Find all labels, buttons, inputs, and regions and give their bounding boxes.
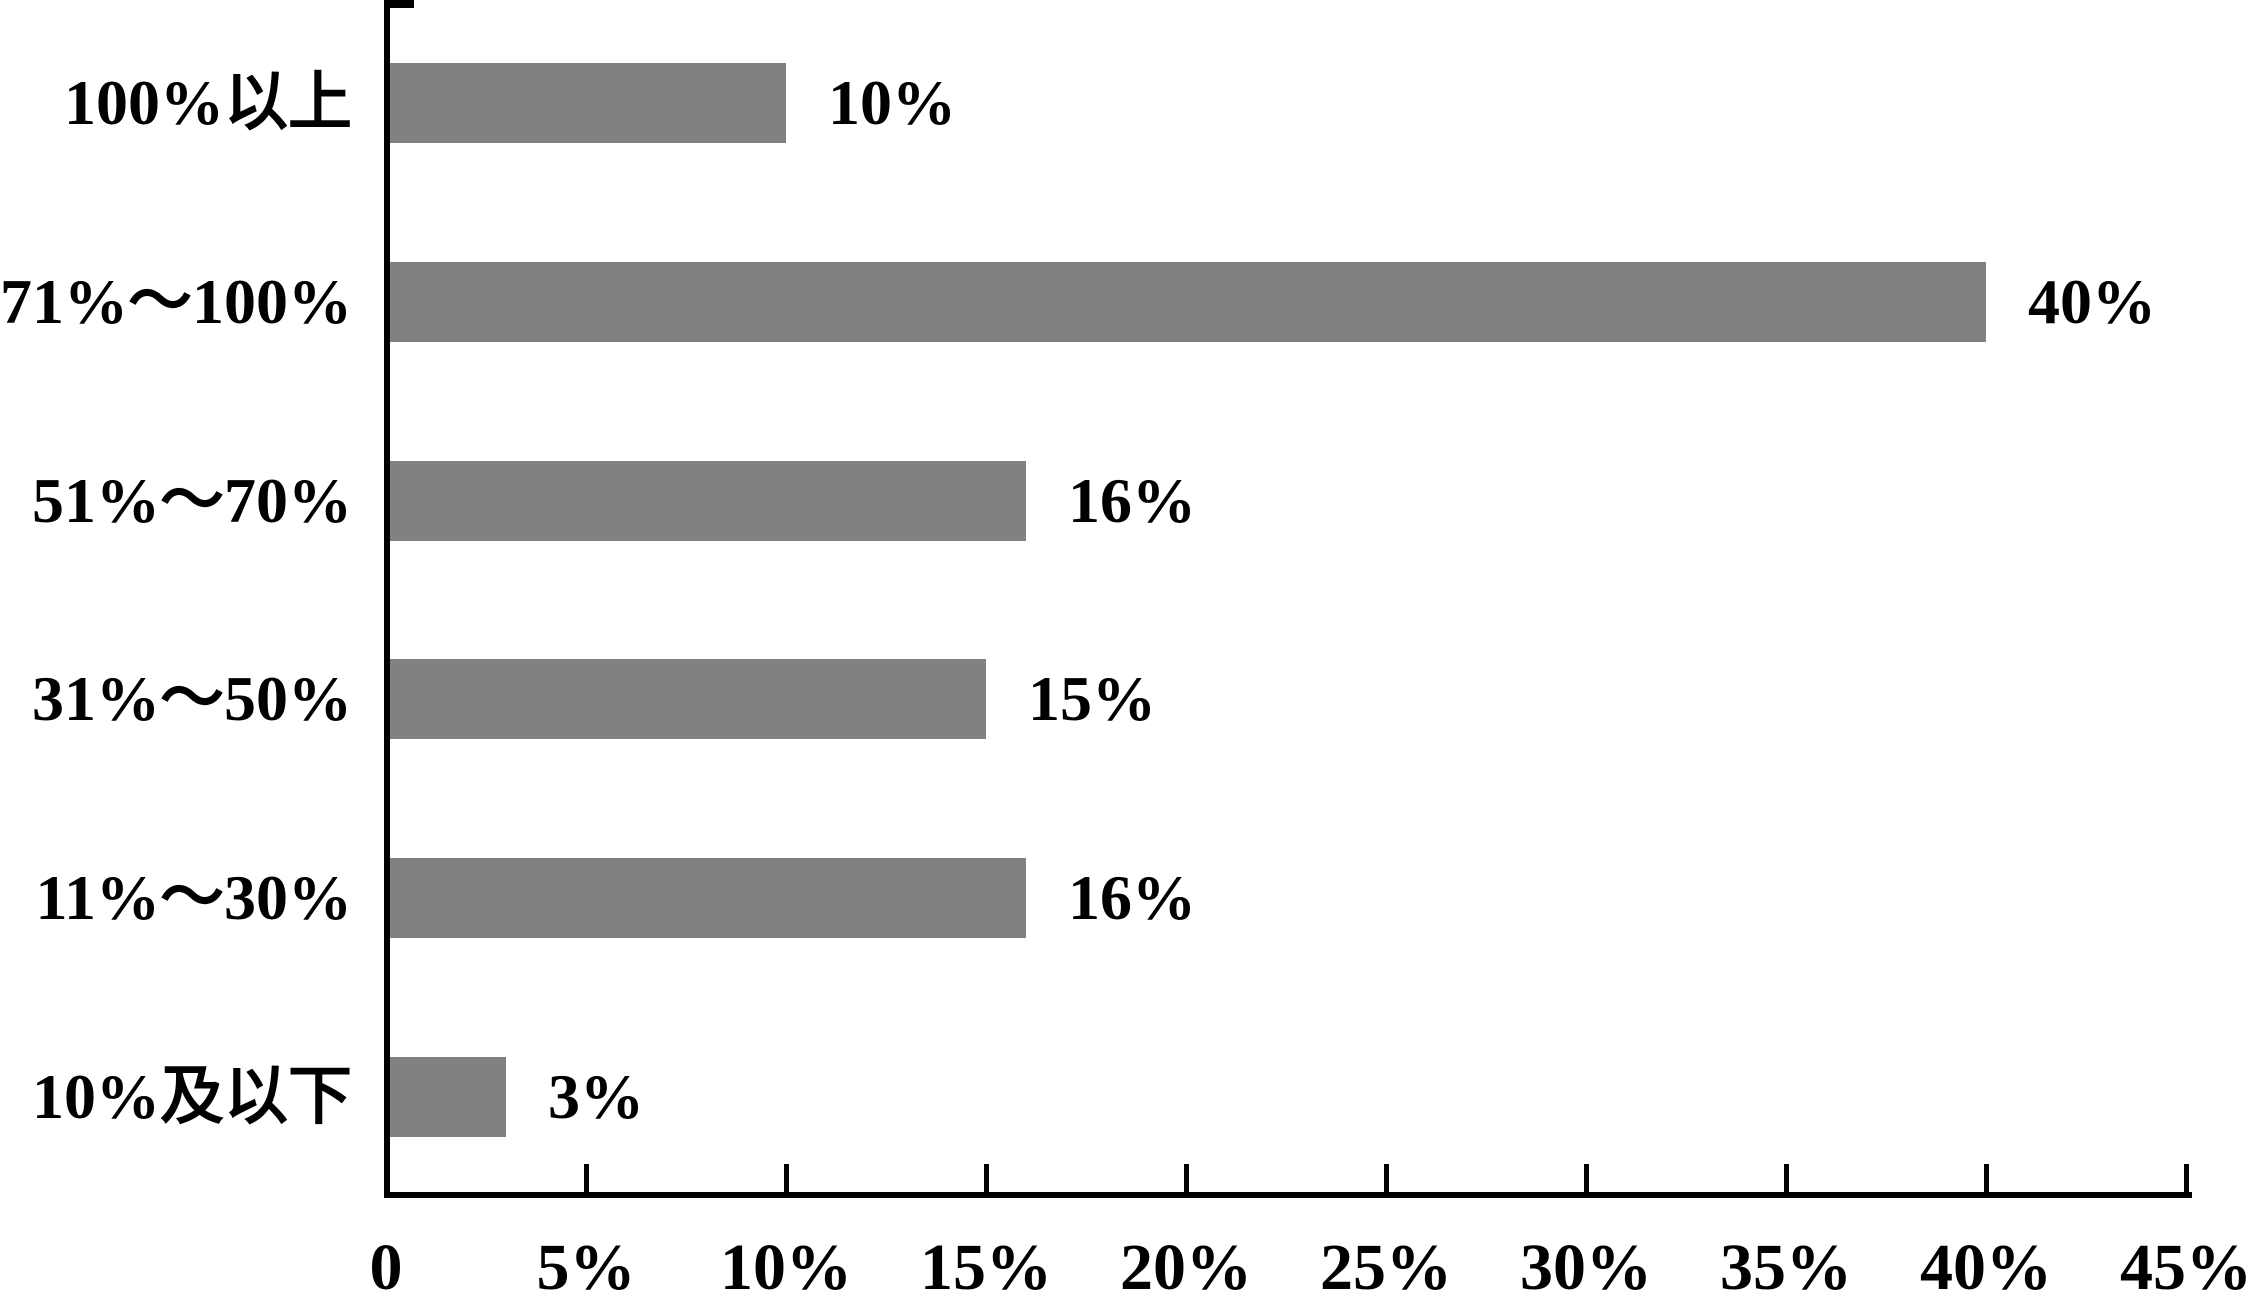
x-tick-label: 15% [920, 1231, 1052, 1300]
x-tick-label: 25% [1320, 1231, 1452, 1300]
bar [390, 63, 786, 143]
x-tick [1984, 1164, 1989, 1192]
x-tick [984, 1164, 989, 1192]
x-tick [1184, 1164, 1189, 1192]
category-label: 31%～50% [32, 663, 352, 734]
bar-value-label: 40% [2028, 266, 2156, 337]
x-axis-line [384, 1192, 2192, 1198]
bar [390, 1057, 506, 1137]
bar [390, 858, 1026, 938]
bar [390, 262, 1986, 342]
x-tick-label: 45% [2120, 1231, 2252, 1300]
x-tick [1784, 1164, 1789, 1192]
x-tick-label: 20% [1120, 1231, 1252, 1300]
y-axis-top-cap [384, 0, 414, 8]
category-label: 11%～30% [35, 862, 352, 933]
bar [390, 461, 1026, 541]
category-label: 10%及以下 [32, 1061, 352, 1132]
x-tick-label: 0 [369, 1231, 403, 1300]
x-tick [584, 1164, 589, 1192]
y-axis-line [384, 0, 390, 1198]
x-tick [1584, 1164, 1589, 1192]
category-label: 100%以上 [64, 67, 352, 138]
category-label: 51%～70% [32, 465, 352, 536]
bar-value-label: 10% [828, 67, 956, 138]
x-tick-label: 10% [720, 1231, 852, 1300]
x-tick [1384, 1164, 1389, 1192]
bar-value-label: 3% [548, 1061, 644, 1132]
x-tick [784, 1164, 789, 1192]
x-tick [2184, 1164, 2189, 1192]
x-tick-label: 30% [1520, 1231, 1652, 1300]
x-tick-label: 40% [1920, 1231, 2052, 1300]
bar-value-label: 16% [1068, 862, 1196, 933]
bar-value-label: 15% [1028, 663, 1156, 734]
x-tick-label: 5% [536, 1231, 636, 1300]
bar-value-label: 16% [1068, 465, 1196, 536]
x-tick-label: 35% [1720, 1231, 1852, 1300]
bar [390, 659, 986, 739]
category-label: 71%～100% [0, 266, 352, 337]
